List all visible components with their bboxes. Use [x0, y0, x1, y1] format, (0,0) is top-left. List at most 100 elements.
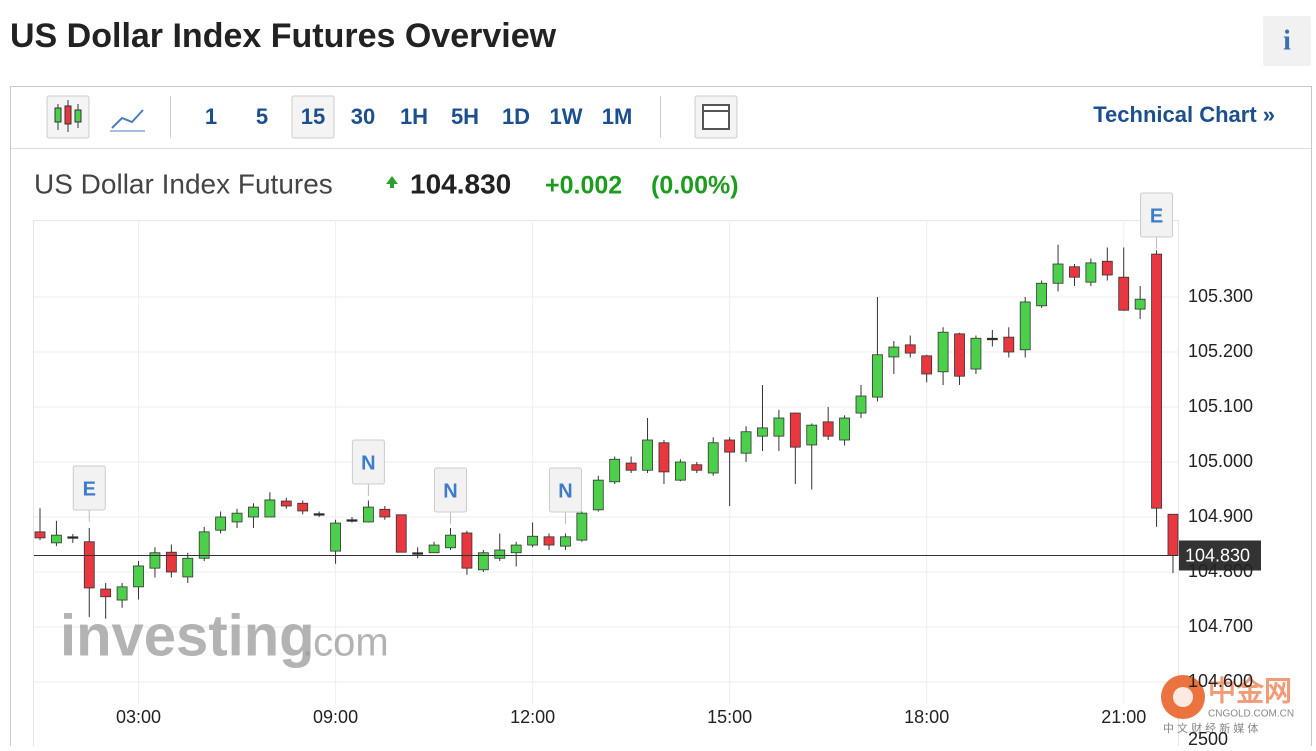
candle-body [674, 461, 686, 481]
candle-body [806, 424, 818, 446]
candle-body [510, 544, 522, 554]
event-marker[interactable] [548, 467, 582, 513]
panel [10, 86, 1312, 751]
x-tick-label: 18:00 [904, 707, 949, 727]
candle-body [904, 344, 916, 354]
candle-body [264, 499, 276, 518]
candle-body [1069, 266, 1080, 278]
candle-body [592, 479, 604, 511]
candle-body [691, 464, 703, 471]
event-label[interactable]: N [361, 452, 375, 474]
candle-body [1101, 260, 1113, 276]
candle-body [724, 439, 736, 453]
quote-price: 104.830 [410, 168, 511, 199]
y-tick-label: 105.300 [1188, 286, 1253, 306]
candle-body [248, 506, 259, 518]
interval-button[interactable]: 1D [502, 104, 530, 129]
quote-change-pct: (0.00%) [651, 172, 739, 200]
candle-body [1167, 513, 1179, 556]
candle-body [855, 395, 867, 414]
candle-body [51, 534, 62, 544]
y-tick-label: 105.000 [1188, 451, 1253, 471]
candle-body [789, 412, 801, 448]
candle-body [445, 534, 456, 549]
interval-selected[interactable] [291, 95, 335, 139]
candle-body [379, 508, 391, 518]
candle-body [576, 512, 588, 541]
x-tick-label: 15:00 [707, 707, 752, 727]
candle-body [1003, 336, 1015, 353]
candle-body [395, 514, 407, 553]
candle-body [313, 513, 325, 516]
candle-body [839, 417, 850, 441]
candle-body [642, 439, 653, 471]
candle-body [461, 532, 473, 569]
candle-body [198, 531, 210, 559]
event-marker[interactable] [434, 467, 467, 513]
layout-icon [702, 104, 730, 130]
candle-body [609, 458, 621, 483]
y-tick-label: 105.100 [1188, 396, 1253, 416]
candle-body [34, 531, 46, 539]
candle-body [1151, 253, 1162, 509]
interval-button[interactable]: 15 [301, 104, 325, 129]
event-marker[interactable] [72, 465, 106, 511]
candle-body [428, 544, 440, 554]
interval-button[interactable]: 1H [400, 104, 428, 129]
candle-body [1036, 282, 1048, 307]
candle-body [494, 549, 506, 559]
candle-body [67, 536, 79, 539]
logo-text: 中金网 [1208, 674, 1292, 706]
candle-body [1134, 298, 1146, 310]
candle-body [231, 512, 243, 523]
candle-body [773, 417, 785, 437]
candle-body [921, 355, 933, 375]
candle-body [937, 331, 949, 373]
candle-body [100, 588, 112, 598]
line-mode-icon[interactable] [111, 109, 144, 129]
interval-button[interactable]: 30 [351, 104, 375, 129]
candle-icon [54, 100, 82, 132]
last-price-box [1179, 540, 1261, 571]
interval-button[interactable]: 5 [256, 104, 268, 129]
candle-body [543, 536, 555, 546]
interval-button[interactable]: 1M [602, 104, 633, 129]
candle-body [215, 516, 227, 531]
candle-body [412, 552, 424, 555]
candle-body [757, 427, 768, 437]
candle-body [149, 552, 161, 569]
y-tick-label: 105.200 [1188, 341, 1253, 361]
candle-body [527, 535, 538, 546]
candle-body [986, 337, 998, 341]
y-tick-label: 104.900 [1188, 506, 1253, 526]
interval-button[interactable]: 5H [451, 104, 479, 129]
x-tick-label: 03:00 [116, 707, 161, 727]
event-label[interactable]: E [83, 478, 96, 500]
candle-body [888, 346, 900, 358]
candle-body [362, 506, 374, 523]
candle-body [707, 442, 719, 474]
event-label[interactable]: E [1150, 205, 1163, 227]
candle-body [280, 500, 292, 507]
x-tick-label: 09:00 [313, 707, 358, 727]
interval-button[interactable]: 1 [205, 104, 217, 129]
event-label[interactable]: N [443, 480, 457, 502]
candle-body [297, 502, 309, 512]
info-icon[interactable]: i [1283, 25, 1291, 56]
candle-body [625, 462, 637, 471]
event-label[interactable]: N [558, 480, 572, 502]
event-marker[interactable] [1140, 192, 1174, 238]
interval-button[interactable]: 1W [550, 104, 583, 129]
page-title: US Dollar Index Futures Overview [10, 17, 557, 55]
candle-body [1052, 263, 1064, 284]
event-marker[interactable] [351, 439, 385, 485]
y-tick-label: 104.700 [1188, 616, 1253, 636]
candle-body [822, 421, 834, 437]
technical-chart-link[interactable]: Technical Chart » [1093, 102, 1275, 127]
last-price-label: 104.830 [1185, 545, 1250, 565]
logo-sub: CNGOLD.COM.CN [1208, 709, 1294, 720]
candle-body [658, 442, 670, 473]
info-button[interactable] [1263, 16, 1311, 66]
candle-body [477, 552, 489, 571]
